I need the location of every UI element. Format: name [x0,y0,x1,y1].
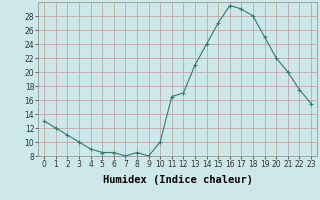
X-axis label: Humidex (Indice chaleur): Humidex (Indice chaleur) [103,175,252,185]
